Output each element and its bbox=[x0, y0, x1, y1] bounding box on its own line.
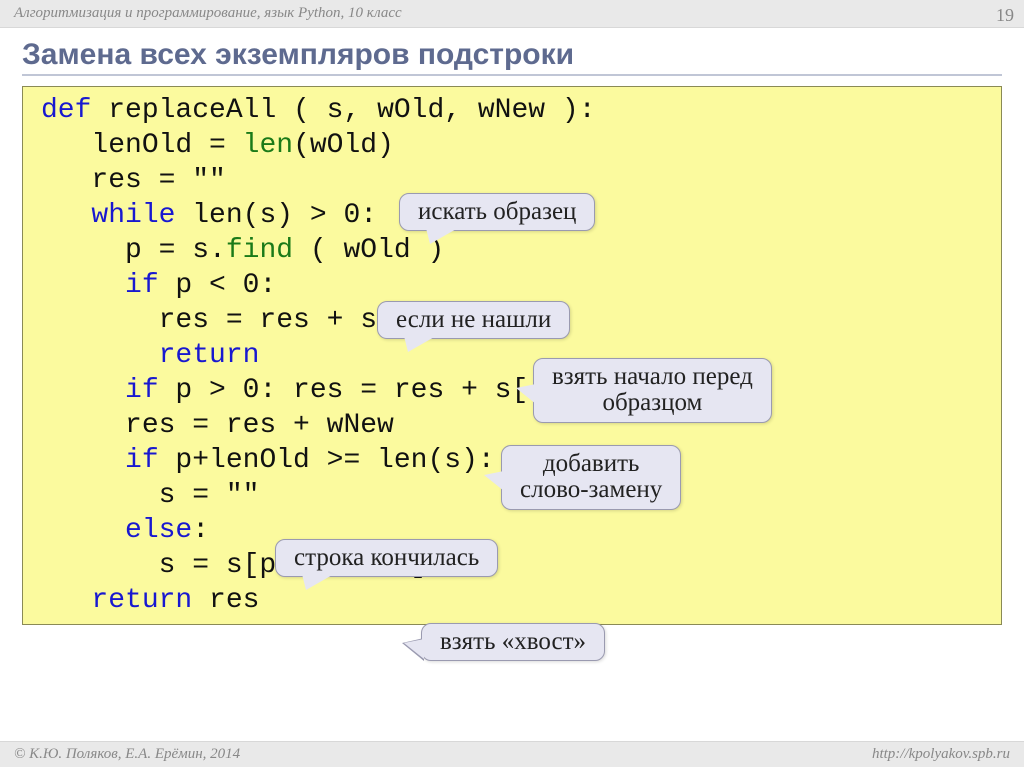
title-wrap: Замена всех экземпляров подстроки bbox=[0, 28, 1024, 82]
header-bar: Алгоритмизация и программирование, язык … bbox=[0, 0, 1024, 28]
source-url: http://kpolyakov.spb.ru bbox=[872, 746, 1010, 763]
code-line: p = s.find ( wOld ) bbox=[41, 233, 987, 268]
course-title: Алгоритмизация и программирование, язык … bbox=[14, 5, 402, 22]
callout-add-replace: добавитьслово-замену bbox=[501, 445, 681, 510]
callout-take-prefix: взять начало передобразцом bbox=[533, 358, 772, 423]
code-line: return res bbox=[41, 583, 987, 618]
code-line: return bbox=[41, 338, 987, 373]
code-line: s = s[p+lenOld:] bbox=[41, 548, 987, 583]
callout-string-ended: строка кончилась bbox=[275, 539, 498, 577]
callout-find-sample: искать образец bbox=[399, 193, 595, 231]
copyright: © К.Ю. Поляков, Е.А. Ерёмин, 2014 bbox=[14, 746, 240, 763]
code-line: if p < 0: bbox=[41, 268, 987, 303]
callout-tail-icon bbox=[404, 639, 424, 659]
callout-if-not-found: если не нашли bbox=[377, 301, 570, 339]
callout-tail-icon bbox=[404, 336, 436, 352]
code-line: def replaceAll ( s, wOld, wNew ): bbox=[41, 93, 987, 128]
code-block: def replaceAll ( s, wOld, wNew ): lenOld… bbox=[22, 86, 1002, 625]
callout-tail-icon bbox=[302, 574, 334, 590]
callout-take-tail: взять «хвост» bbox=[421, 623, 605, 661]
page-number: 19 bbox=[996, 5, 1014, 26]
code-line: res = res + wNew bbox=[41, 408, 987, 443]
code-line: if p > 0: res = res + s[:p] bbox=[41, 373, 987, 408]
footer-bar: © К.Ю. Поляков, Е.А. Ерёмин, 2014 http:/… bbox=[0, 741, 1024, 767]
callout-tail-icon bbox=[484, 471, 504, 491]
callout-tail-icon bbox=[516, 384, 536, 404]
slide-title: Замена всех экземпляров подстроки bbox=[22, 38, 1002, 76]
callout-tail-icon bbox=[426, 228, 458, 244]
code-line: else: bbox=[41, 513, 987, 548]
code-line: lenOld = len(wOld) bbox=[41, 128, 987, 163]
